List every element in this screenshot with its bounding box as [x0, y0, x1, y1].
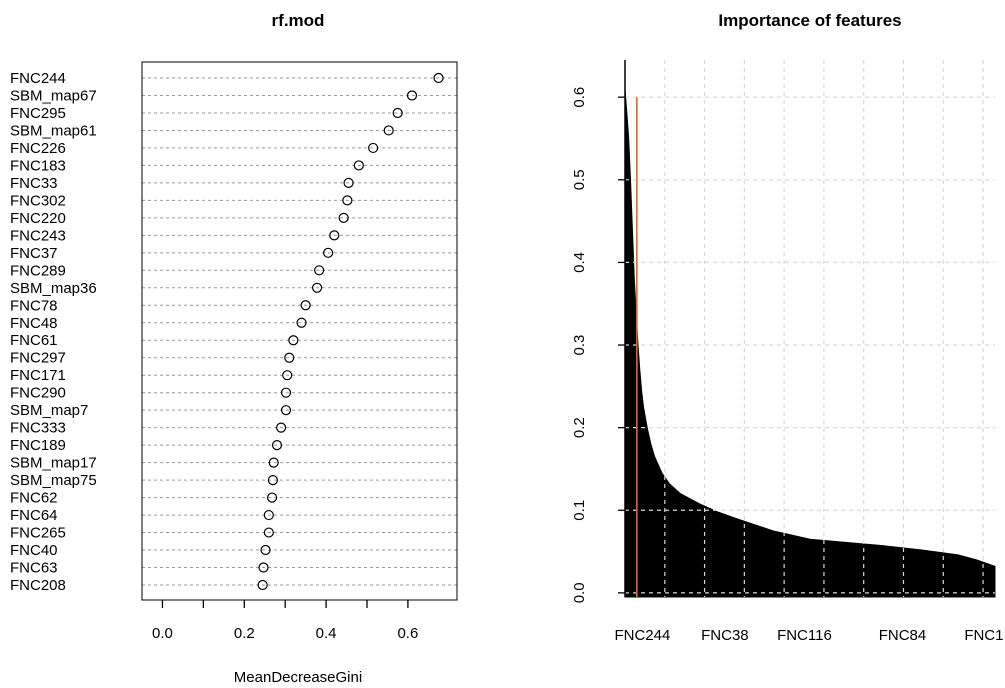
- category-label: FNC244: [10, 70, 66, 87]
- category-label: FNC295: [10, 105, 66, 122]
- data-point: [323, 247, 334, 258]
- data-point: [257, 579, 268, 591]
- data-point: [271, 440, 283, 451]
- category-label: FNC333: [10, 420, 66, 437]
- category-label: SBM_map61: [10, 122, 97, 139]
- y-tick-label: 0.4: [571, 252, 588, 273]
- y-tick-label: 0.5: [571, 169, 588, 190]
- data-point: [258, 562, 269, 573]
- y-tick-label: 0.6: [571, 87, 588, 108]
- data-point: [263, 509, 274, 521]
- data-point: [280, 387, 292, 398]
- data-point: [284, 352, 295, 363]
- grid-lines: [625, 60, 995, 597]
- data-point: [266, 492, 278, 503]
- data-point: [343, 177, 354, 188]
- category-label: FNC208: [10, 577, 66, 594]
- category-label: FNC62: [10, 490, 58, 507]
- axes: 0.0 0.1 0.2 0.3 0.4 0.5 0.6 FNC244 FNC38 FNC116 FN…: [571, 60, 1003, 644]
- category-label: FNC290: [10, 385, 66, 402]
- x-tick-label: FNC38: [701, 627, 749, 644]
- category-label: FNC265: [10, 525, 66, 542]
- dotchart-panel: rf.mod FNC244SBM_map67FNC295SBM_map61FNC…: [10, 11, 458, 686]
- area-fill: [624, 88, 996, 598]
- chart-title: rf.mod: [272, 11, 325, 30]
- category-label: FNC289: [10, 262, 66, 279]
- data-point: [280, 405, 292, 416]
- x-tick-label: FNC116: [777, 627, 832, 644]
- data-point: [260, 544, 271, 556]
- category-label: FNC33: [10, 175, 58, 192]
- y-tick-label: 0.0: [571, 582, 588, 603]
- data-point: [263, 527, 274, 538]
- category-label: SBM_map17: [10, 455, 97, 472]
- data-point: [275, 422, 287, 433]
- data-point: [342, 195, 353, 206]
- category-label: FNC63: [10, 560, 58, 577]
- data-point: [288, 335, 299, 346]
- category-label: FNC189: [10, 437, 66, 454]
- data-point: [368, 142, 379, 154]
- y-tick-label: 0.1: [571, 500, 588, 521]
- data-point: [353, 160, 364, 171]
- data-point: [267, 475, 279, 486]
- data-point: [311, 282, 323, 293]
- x-tick-label: FNC84: [879, 627, 927, 644]
- x-tick-label: 0.0: [152, 625, 173, 642]
- importance-area: [624, 88, 996, 598]
- x-axis: 0.0 0.2 0.4 0.6: [152, 600, 418, 642]
- category-label: FNC297: [10, 350, 66, 367]
- data-point: [282, 370, 293, 381]
- data-point: [433, 72, 444, 84]
- category-label: FNC183: [10, 157, 66, 174]
- category-label: SBM_map36: [10, 280, 97, 297]
- x-tick-label: FNC244: [614, 627, 670, 644]
- data-point: [268, 457, 279, 468]
- category-label: FNC61: [10, 332, 58, 349]
- x-tick-label: 0.6: [397, 625, 418, 642]
- x-axis-label: MeanDecreaseGini: [234, 669, 362, 686]
- data-point: [300, 300, 311, 311]
- chart-title: Importance of features: [718, 11, 901, 30]
- data-point: [296, 317, 307, 328]
- category-label: FNC37: [10, 245, 58, 262]
- category-label: FNC302: [10, 192, 66, 209]
- data-points: [257, 72, 444, 591]
- category-label: FNC226: [10, 140, 66, 157]
- category-label: FNC171: [10, 367, 66, 384]
- category-label: FNC48: [10, 315, 58, 332]
- category-label: FNC78: [10, 297, 58, 314]
- data-point: [406, 90, 418, 101]
- data-point: [314, 265, 325, 276]
- x-tick-label: 0.2: [234, 625, 255, 642]
- category-label: SBM_map7: [10, 402, 88, 419]
- category-label: FNC220: [10, 210, 66, 227]
- category-labels: FNC244SBM_map67FNC295SBM_map61FNC226FNC1…: [10, 70, 97, 594]
- importance-panel: Importance of features 0.00.10.20.30.40.…: [571, 11, 1004, 644]
- category-label: FNC64: [10, 507, 58, 524]
- category-label: FNC243: [10, 227, 66, 244]
- category-label: FNC40: [10, 542, 58, 559]
- data-point: [329, 230, 340, 241]
- plot-frame: [141, 61, 458, 601]
- data-point: [383, 125, 394, 136]
- category-label: SBM_map75: [10, 472, 97, 489]
- category-label: SBM_map67: [10, 87, 97, 104]
- y-tick-label: 0.3: [571, 335, 588, 356]
- data-point: [392, 107, 403, 119]
- y-tick-label: 0.2: [571, 417, 588, 438]
- x-tick-label: FNC1: [964, 627, 1003, 644]
- grid-lines: [142, 77, 457, 586]
- x-tick-label: 0.4: [316, 625, 337, 642]
- data-point: [338, 212, 349, 223]
